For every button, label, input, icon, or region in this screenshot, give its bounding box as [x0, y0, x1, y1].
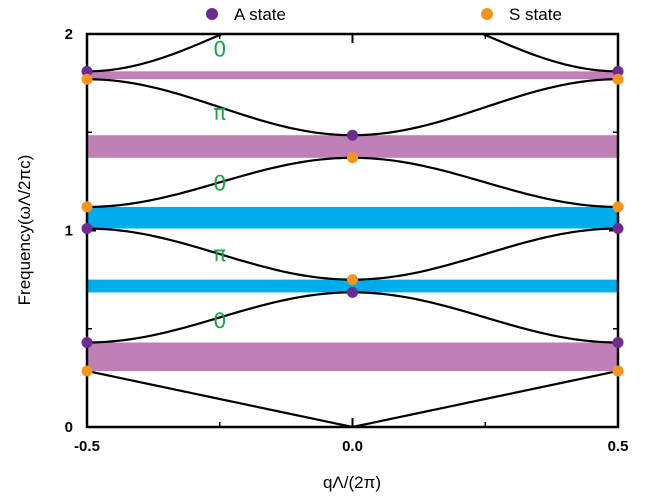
band-gap-3: [87, 206, 618, 229]
s-state-point-6: [347, 274, 358, 286]
y-tick-label-0: 0: [65, 419, 73, 436]
s-state-point-2: [612, 73, 624, 85]
phase-label-3: 0: [213, 171, 226, 195]
s-state-point-3: [347, 152, 358, 164]
phase-label-4: π: [213, 242, 226, 266]
legend-s-state-label: S state: [509, 5, 562, 24]
x-tick-label-2: 0.5: [608, 438, 629, 455]
phase-label-5: 0: [213, 309, 226, 333]
state-point-layer: [81, 65, 624, 377]
x-tick-label-1: 0.0: [342, 438, 363, 455]
dispersion-curve-6: [87, 34, 618, 73]
y-tick-label-2: 2: [65, 26, 73, 43]
y-axis-title: Frequency(ωΛ/2πc): [15, 155, 34, 306]
s-state-point-7: [81, 365, 93, 377]
s-state-point-1: [81, 73, 93, 85]
dispersion-curve-4: [87, 156, 618, 209]
band-gap-5: [87, 71, 618, 80]
x-axis-title: qΛ/(2π): [323, 473, 381, 492]
dispersion-curve-3: [87, 227, 618, 281]
a-state-point-3: [347, 129, 358, 141]
legend-a-state-marker: [206, 8, 218, 20]
legend-s-state-marker: [481, 8, 493, 20]
x-tick-label-0: -0.5: [74, 438, 100, 455]
legend: A state S state: [206, 5, 562, 24]
band-gap-layer: [87, 71, 618, 371]
legend-item-s-state: S state: [481, 5, 562, 24]
dispersion-curve-2: [87, 291, 618, 344]
phase-label-1: 0: [213, 38, 226, 62]
a-state-point-8: [612, 337, 624, 349]
band-gap-1: [87, 342, 618, 371]
a-state-point-6: [347, 286, 358, 298]
band-gap-2: [87, 279, 618, 293]
y-tick-label-1: 1: [65, 223, 73, 240]
a-state-point-7: [81, 337, 93, 349]
phase-annotation-layer: 0 π 0 π 0: [213, 38, 226, 333]
legend-a-state-label: A state: [234, 5, 286, 24]
s-state-point-8: [612, 365, 624, 377]
a-state-point-1: [81, 65, 93, 77]
s-state-point-4: [81, 201, 93, 213]
s-state-point-5: [612, 201, 624, 213]
phase-label-2: π: [213, 101, 226, 125]
a-state-point-5: [612, 223, 624, 235]
legend-item-a-state: A state: [206, 5, 286, 24]
a-state-point-4: [81, 223, 93, 235]
a-state-point-2: [612, 65, 624, 77]
axis-tick-layer: -0.5 0.0 0.5 0 1 2: [65, 26, 629, 455]
dispersion-curve-1: [87, 369, 618, 427]
dispersion-curve-5: [87, 78, 618, 137]
band-gap-4: [87, 135, 618, 158]
